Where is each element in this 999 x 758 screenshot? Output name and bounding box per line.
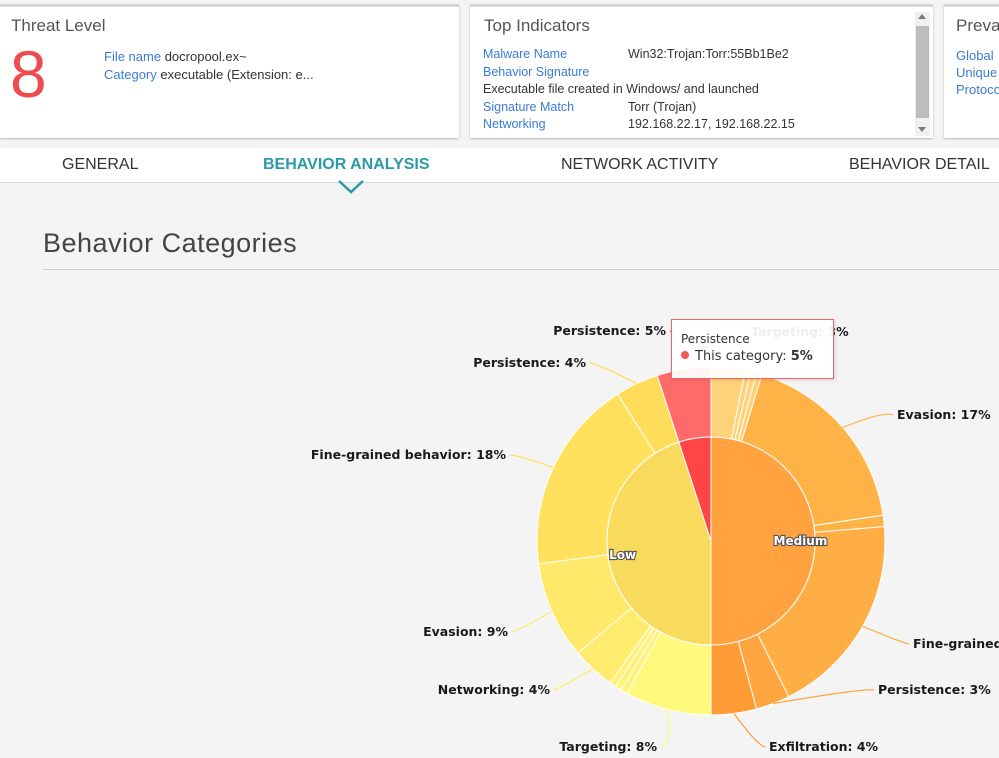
threat-level-value: 8 (10, 37, 47, 111)
top-indicators-card: Top Indicators Malware Name Win32:Trojan:… (470, 4, 933, 138)
indicator-value: Win32:Trojan:Torr:55Bb1Be2 (628, 47, 789, 61)
outer-slice-label: Targeting: 8% (559, 739, 657, 754)
outer-slice-label: Persistence: 3% (878, 682, 991, 697)
indicator-row-networking: Networking 192.168.22.17, 192.168.22.15 (483, 117, 795, 131)
indicator-value: Executable file created in Windows/ and … (483, 82, 759, 96)
label-leader-line (509, 454, 554, 469)
prevalence-link-global[interactable]: Global (956, 48, 994, 63)
outer-slice-label: Fine-grained (913, 636, 999, 651)
label-leader-line (842, 413, 894, 429)
card-top-border (0, 4, 459, 7)
indicator-label[interactable]: Networking (483, 117, 546, 131)
tab-behavior-analysis[interactable]: BEHAVIOR ANALYSIS (263, 156, 430, 173)
indicator-row-malware-name: Malware Name Win32:Trojan:Torr:55Bb1Be2 (483, 47, 789, 61)
inner-slice-label: Low (609, 548, 636, 562)
card-top-border (470, 4, 933, 7)
tooltip-line: This category: 5% (681, 349, 813, 364)
label-leader-line (772, 689, 875, 705)
inner-slice-label: Medium (774, 534, 828, 548)
chart-tooltip: Persistence This category: 5% (671, 319, 834, 379)
tooltip-value: 5% (790, 349, 813, 364)
prevalence-link-unique[interactable]: Unique (956, 65, 998, 80)
label-leader-line (589, 362, 638, 385)
file-name-link[interactable]: File name (104, 49, 162, 64)
card-top-border (944, 4, 999, 7)
file-name-row: File name docropool.ex~ (104, 48, 247, 66)
active-tab-caret-icon (338, 180, 364, 194)
top-indicators-title: Top Indicators (484, 16, 590, 35)
indicators-scrollbar[interactable] (915, 12, 930, 136)
section-title: Behavior Categories (43, 228, 298, 258)
category-value: executable (Extension: e... (160, 67, 314, 82)
tab-general[interactable]: GENERAL (62, 156, 139, 173)
threat-level-card: Threat Level 8 File name docropool.ex~ C… (0, 4, 459, 138)
prevalence-link-protocol[interactable]: Protoco (956, 82, 999, 97)
label-leader-line (733, 713, 766, 748)
file-name-value: docropool.ex~ (164, 49, 247, 64)
label-leader-line (511, 610, 553, 633)
category-row: Category executable (Extension: e... (104, 66, 314, 84)
outer-slice-label: Evasion: 9% (423, 624, 508, 639)
indicator-label[interactable]: Behavior Signature (483, 65, 590, 79)
outer-slice-label: Networking: 4% (438, 682, 551, 697)
inner-slice-medium[interactable] (710, 436, 816, 646)
indicator-row-signature-match: Signature Match Torr (Trojan) (483, 100, 696, 114)
tooltip-title: Persistence (681, 332, 750, 346)
label-leader-line (862, 625, 910, 645)
outer-slice-label: Evasion: 17% (897, 407, 991, 422)
section-divider (43, 269, 999, 270)
outer-slice-label: Exfiltration: 4% (769, 739, 879, 754)
tab-bar: GENERAL BEHAVIOR ANALYSIS NETWORK ACTIVI… (0, 148, 999, 183)
tooltip-text: This category: (695, 349, 787, 364)
scroll-up-arrow-icon[interactable] (918, 14, 926, 19)
category-link[interactable]: Category (104, 67, 157, 82)
tab-network-activity[interactable]: NETWORK ACTIVITY (561, 156, 719, 173)
scroll-down-arrow-icon[interactable] (918, 127, 926, 132)
outer-slice-label: Persistence: 4% (473, 355, 586, 370)
inner-slice-low[interactable] (606, 441, 712, 646)
indicator-label[interactable]: Signature Match (483, 100, 575, 114)
indicator-row-signature-detail: Executable file created in Windows/ and … (483, 82, 759, 96)
indicator-value: Torr (Trojan) (628, 100, 697, 114)
prevalence-card: Preva Global Unique Protoco (944, 4, 999, 138)
scroll-thumb[interactable] (916, 26, 929, 118)
indicator-row-behavior-signature: Behavior Signature (483, 65, 628, 79)
outer-slice-label: Fine-grained behavior: 18% (311, 447, 507, 462)
label-leader-line (660, 709, 670, 748)
series-dot-icon (681, 351, 689, 359)
prevalence-title: Preva (956, 16, 999, 35)
indicator-value: 192.168.22.17, 192.168.22.15 (628, 117, 795, 131)
inner-slice-high[interactable] (678, 436, 712, 542)
indicator-label[interactable]: Malware Name (483, 47, 568, 61)
outer-slice-label: Persistence: 5% (553, 323, 666, 338)
tab-behavior-detail[interactable]: BEHAVIOR DETAIL (849, 156, 990, 173)
threat-level-title: Threat Level (11, 16, 106, 35)
label-leader-line (553, 668, 594, 691)
